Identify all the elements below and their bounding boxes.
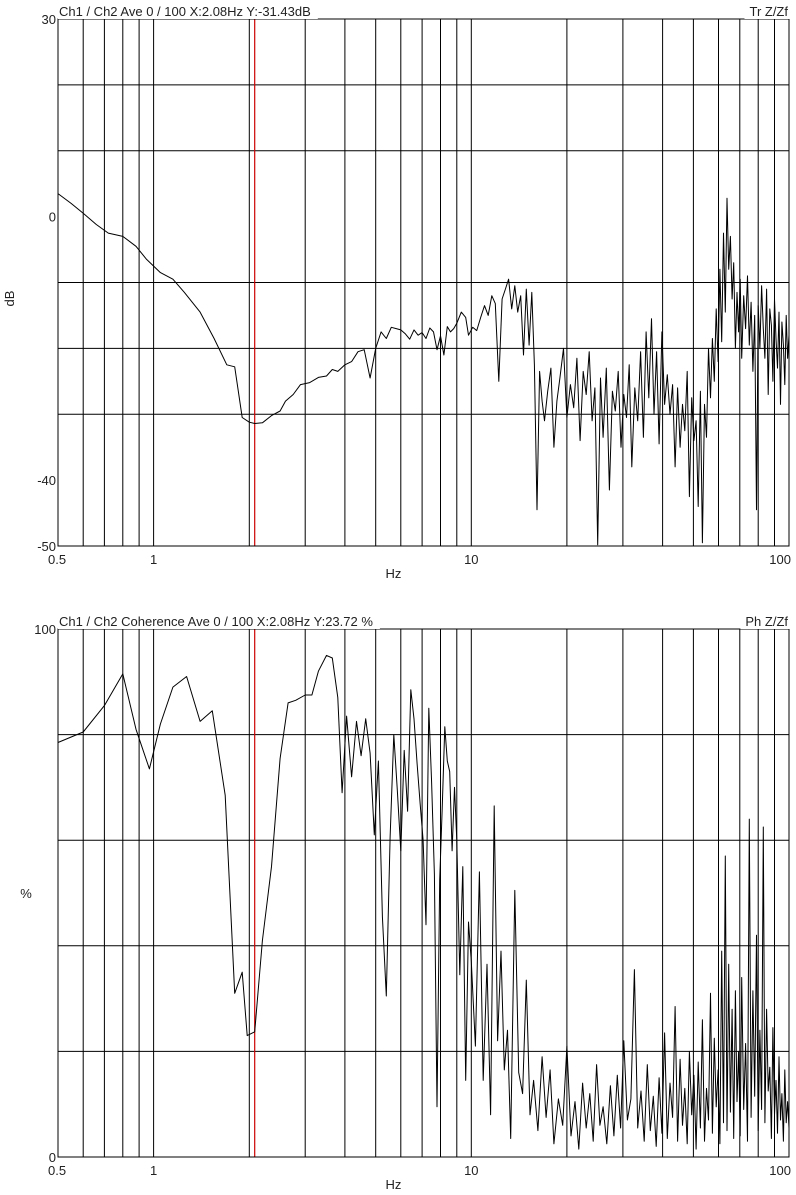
plot-frame bbox=[57, 18, 790, 547]
traces bbox=[57, 19, 790, 546]
y-tick-label: 100 bbox=[34, 622, 56, 637]
x-tick-label: 1 bbox=[150, 552, 157, 567]
y-tick-label: 0 bbox=[49, 1150, 56, 1165]
data-trace bbox=[57, 193, 790, 546]
x-tick-label: 100 bbox=[769, 1163, 791, 1178]
y-tick-label: 30 bbox=[42, 12, 56, 27]
y-tick-label: 0 bbox=[49, 210, 56, 225]
display-mode-label[interactable]: Tr Z/Zf bbox=[749, 4, 788, 19]
x-tick-label: 10 bbox=[464, 1163, 478, 1178]
header-background bbox=[58, 2, 318, 19]
x-axis-label: Hz bbox=[386, 566, 402, 581]
grid-lines bbox=[58, 19, 789, 546]
x-tick-label: 0.5 bbox=[48, 552, 66, 567]
x-tick-label: 10 bbox=[464, 552, 478, 567]
y-axis-label: dB bbox=[2, 291, 17, 307]
coherence-plot: 0.5 1 10 100 100 0 Ch1 / Ch2 Coherence Ave 0 … bbox=[20, 612, 791, 1192]
y-tick-label: -40 bbox=[37, 473, 56, 488]
y-tick-label: -50 bbox=[37, 539, 56, 554]
header-readout: Ch1 / Ch2 Ave 0 / 100 X:2.08Hz Y:-31.43d… bbox=[59, 4, 311, 19]
header-background bbox=[744, 2, 790, 19]
traces bbox=[57, 629, 790, 1157]
data-trace bbox=[57, 654, 790, 1150]
x-axis-label: Hz bbox=[386, 1177, 402, 1190]
display-mode-label[interactable]: Ph Z/Zf bbox=[745, 614, 788, 629]
transfer-function-plot: 0.5 1 10 100 30 0 -40 -50 Ch1 / Ch2 Ave 0 / 100… bbox=[2, 2, 791, 581]
header-background bbox=[740, 612, 790, 629]
plot-frame bbox=[57, 628, 790, 1158]
x-tick-label: 0.5 bbox=[48, 1163, 66, 1178]
y-axis-label: % bbox=[20, 886, 32, 901]
tick-labels: 0.5 1 10 100 100 0 bbox=[34, 622, 791, 1178]
header-readout: Ch1 / Ch2 Coherence Ave 0 / 100 X:2.08Hz… bbox=[59, 614, 373, 629]
plot-header: Ch1 / Ch2 Coherence Ave 0 / 100 X:2.08Hz… bbox=[58, 612, 790, 629]
x-tick-label: 100 bbox=[769, 552, 791, 567]
plot-border bbox=[57, 628, 790, 1158]
tick-labels: 0.5 1 10 100 30 0 -40 -50 bbox=[37, 12, 791, 567]
plot-border bbox=[57, 18, 790, 547]
header-background bbox=[58, 612, 380, 629]
x-tick-label: 1 bbox=[150, 1163, 157, 1178]
plot-header: Ch1 / Ch2 Ave 0 / 100 X:2.08Hz Y:-31.43d… bbox=[58, 2, 790, 19]
